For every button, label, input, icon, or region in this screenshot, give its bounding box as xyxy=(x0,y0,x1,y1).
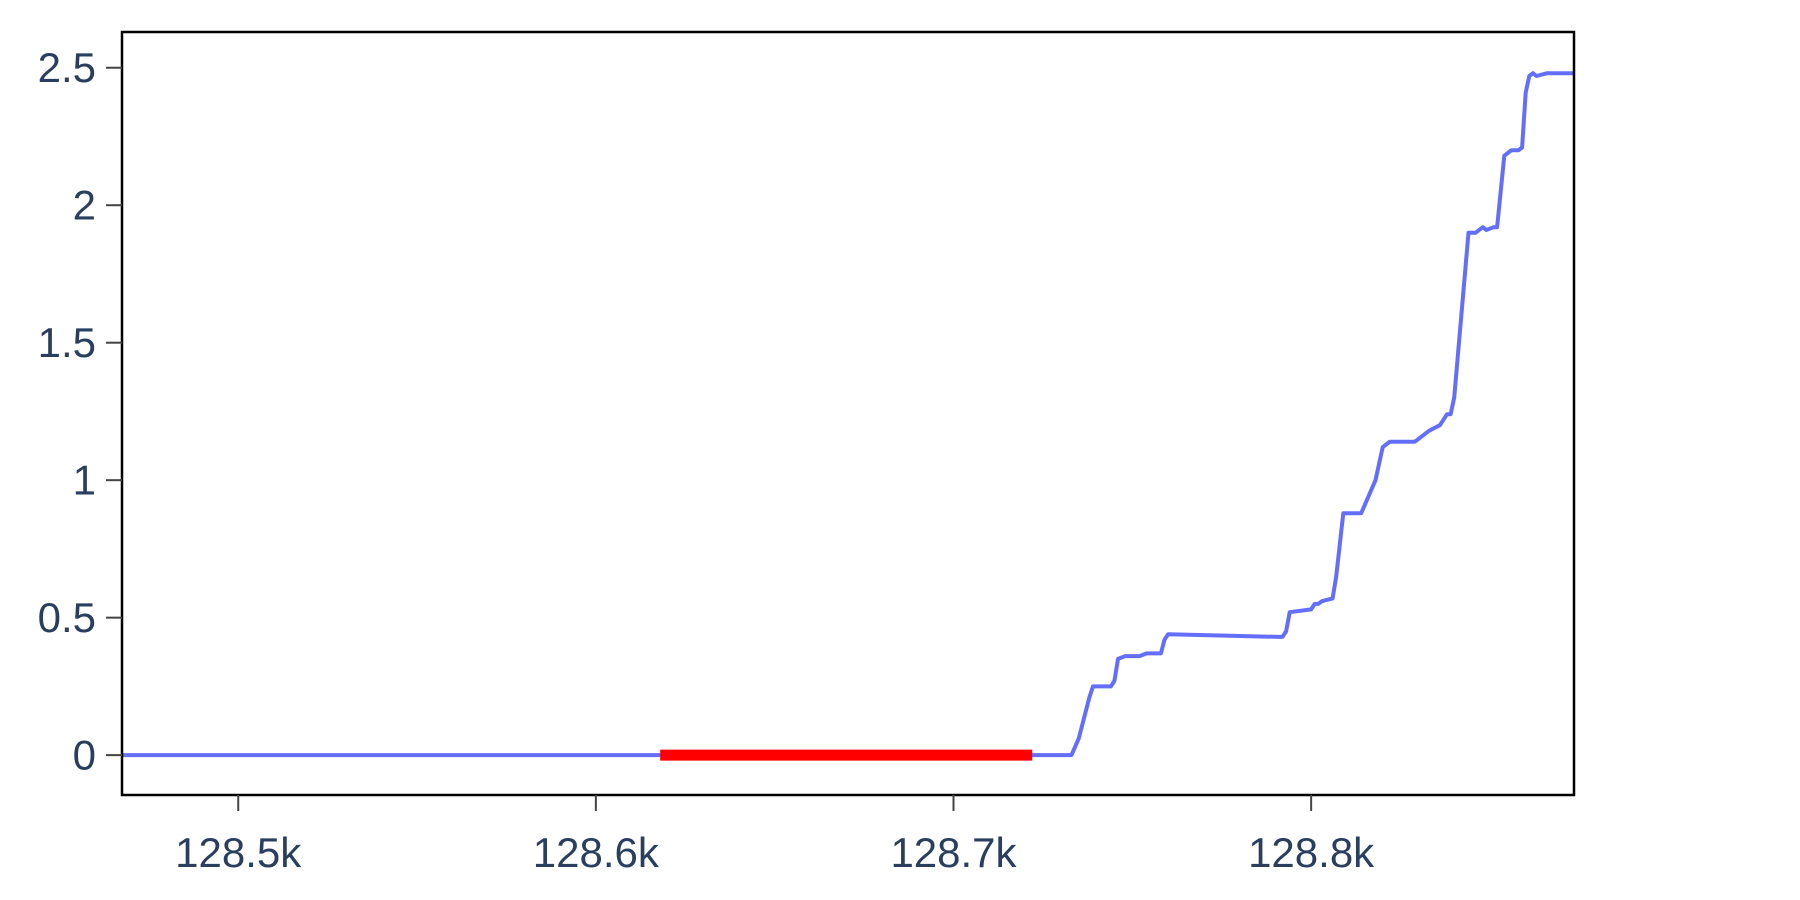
y-tick-label: 1 xyxy=(73,457,96,504)
series-layer xyxy=(122,71,1574,761)
plot-area-frame xyxy=(120,30,1576,797)
y-tick-label: 2 xyxy=(73,182,96,229)
x-axis: 128.5k 128.6k 128.7k 128.8k xyxy=(175,795,1375,876)
y-tick-label: 0.5 xyxy=(38,594,96,641)
series-line-1 xyxy=(122,71,1574,758)
x-tick-label: 128.6k xyxy=(533,829,660,876)
y-tick-label: 1.5 xyxy=(38,319,96,366)
x-tick-label: 128.8k xyxy=(1248,829,1375,876)
x-tick-label: 128.7k xyxy=(890,829,1017,876)
y-tick-label: 0 xyxy=(73,732,96,779)
y-tick-label: 2.5 xyxy=(38,44,96,91)
y-axis: 0 0.5 1 1.5 2 2.5 xyxy=(38,44,122,779)
x-tick-label: 128.5k xyxy=(175,829,302,876)
